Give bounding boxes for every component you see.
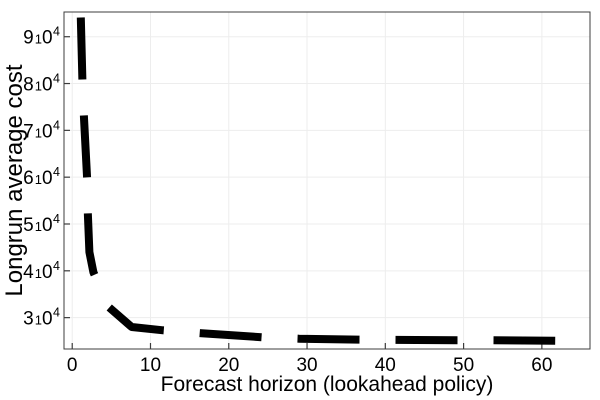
y-tick-label: 3104 — [23, 306, 60, 330]
x-tick-label: 10 — [140, 355, 161, 376]
cost-curve-line — [76, 17, 556, 345]
y-tick-label: 6104 — [23, 165, 60, 189]
y-tick-label: 5104 — [23, 212, 60, 236]
y-tick-label: 7104 — [23, 118, 60, 142]
x-tick-label: 20 — [218, 355, 239, 376]
y-tick-label: 8104 — [23, 72, 60, 96]
x-tick-label: 60 — [531, 355, 552, 376]
x-tick-label: 30 — [296, 355, 317, 376]
x-tick-label: 50 — [453, 355, 474, 376]
x-tick-label: 40 — [375, 355, 396, 376]
y-axis-label: Longrun average cost — [1, 64, 28, 297]
plot-frame — [63, 11, 591, 350]
x-axis-label: Forecast horizon (lookahead policy) — [160, 373, 494, 396]
y-tick-label: 4104 — [23, 259, 60, 283]
y-tick-label: 9104 — [23, 25, 60, 49]
x-tick-label: 0 — [67, 355, 78, 376]
